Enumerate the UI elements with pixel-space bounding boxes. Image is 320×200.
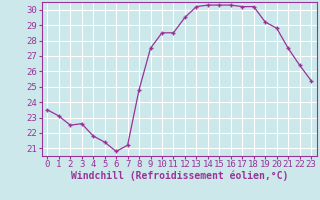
X-axis label: Windchill (Refroidissement éolien,°C): Windchill (Refroidissement éolien,°C) — [70, 171, 288, 181]
